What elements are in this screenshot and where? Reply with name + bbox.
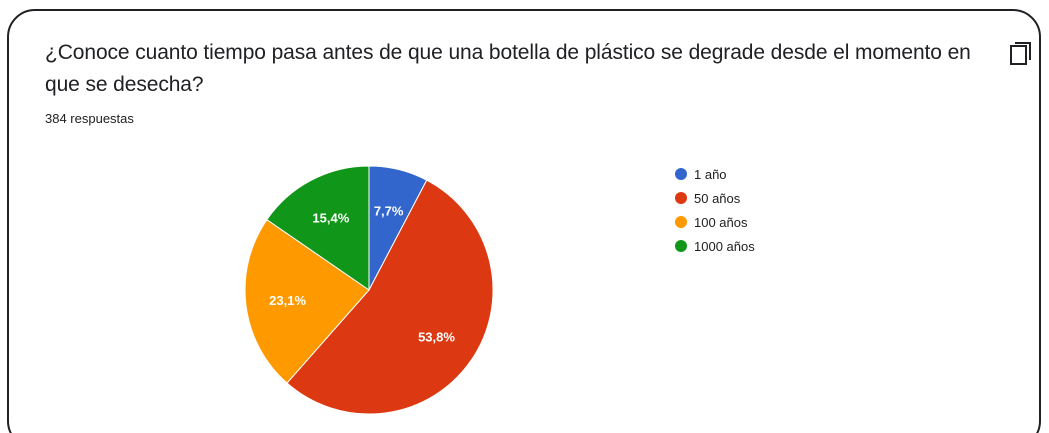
legend-swatch: [675, 240, 687, 252]
legend-swatch: [675, 192, 687, 204]
legend-label: 50 años: [694, 190, 741, 206]
legend-swatch: [675, 168, 687, 180]
pie-slice[interactable]: [266, 165, 370, 291]
chart-legend: 1 año 50 años 100 años 1000 años: [675, 162, 755, 258]
pie-value-label: 53,8%: [418, 330, 455, 345]
pie-value-labels: 7,7% 53,8% 23,1% 15,4%: [269, 203, 455, 344]
legend-item[interactable]: 1000 años: [675, 234, 755, 258]
legend-swatch: [675, 216, 687, 228]
legend-item[interactable]: 50 años: [675, 186, 755, 210]
legend-item[interactable]: 1 año: [675, 162, 755, 186]
response-count: 384 respuestas: [45, 111, 134, 126]
question-title: ¿Conoce cuanto tiempo pasa antes de que …: [45, 41, 971, 96]
copy-icon: [1010, 42, 1031, 65]
legend-label: 1 año: [694, 166, 727, 182]
legend-label: 100 años: [694, 214, 748, 230]
legend-item[interactable]: 100 años: [675, 210, 755, 234]
pie-value-label: 15,4%: [312, 210, 349, 225]
pie-slice[interactable]: [244, 218, 370, 384]
pie-value-label: 23,1%: [269, 293, 306, 308]
copy-chart-button[interactable]: [1003, 35, 1035, 67]
legend-label: 1000 años: [694, 238, 755, 254]
pie-slice[interactable]: [286, 179, 494, 415]
response-summary-card: ¿Conoce cuanto tiempo pasa antes de que …: [7, 9, 1041, 433]
pie-slices: [244, 165, 494, 415]
pie-value-label: 7,7%: [374, 203, 404, 218]
